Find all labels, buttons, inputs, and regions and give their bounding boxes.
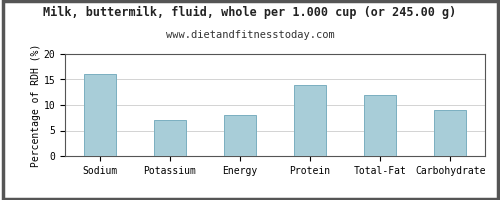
Y-axis label: Percentage of RDH (%): Percentage of RDH (%) xyxy=(30,43,41,167)
Bar xyxy=(84,74,116,156)
Text: Milk, buttermilk, fluid, whole per 1.000 cup (or 245.00 g): Milk, buttermilk, fluid, whole per 1.000… xyxy=(44,6,457,19)
Bar xyxy=(364,95,396,156)
Bar xyxy=(154,120,186,156)
Bar xyxy=(434,110,466,156)
Bar xyxy=(224,115,256,156)
Text: www.dietandfitnesstoday.com: www.dietandfitnesstoday.com xyxy=(166,30,334,40)
Bar xyxy=(294,85,326,156)
